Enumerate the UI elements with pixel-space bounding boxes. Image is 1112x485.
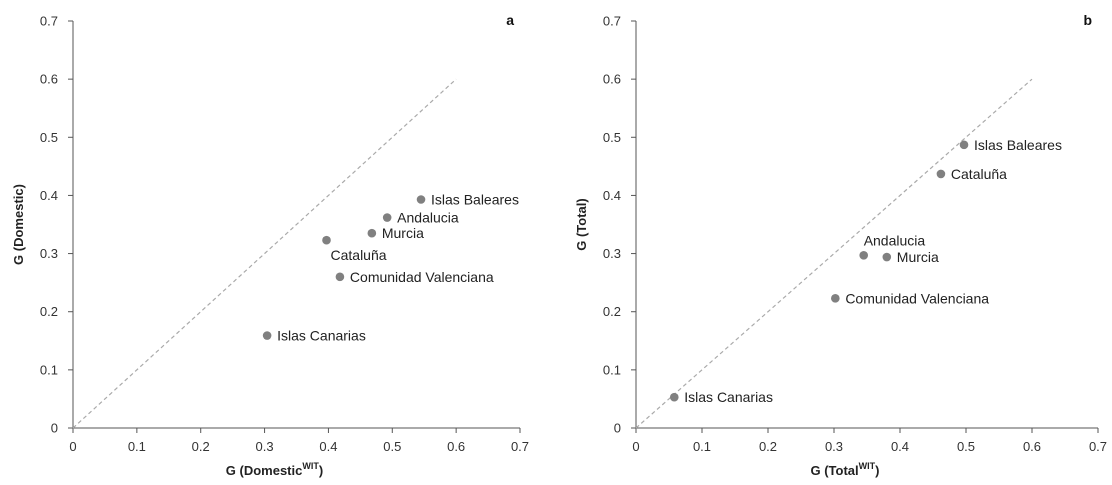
data-point-label: Murcia xyxy=(382,225,424,241)
x-tick-label: 0 xyxy=(69,439,76,454)
y-tick-label: 0.2 xyxy=(603,304,621,319)
data-point xyxy=(936,169,946,179)
y-tick-label: 0.6 xyxy=(603,72,621,87)
data-point xyxy=(367,228,377,238)
y-tick-label: 0.1 xyxy=(40,362,58,377)
y-tick-label: 0.2 xyxy=(40,304,58,319)
data-point-label: Islas Canarias xyxy=(277,328,366,344)
data-point xyxy=(322,235,331,245)
x-tick-label: 0.5 xyxy=(383,439,401,454)
x-tick-label: 0.5 xyxy=(957,439,975,454)
data-point xyxy=(382,213,392,222)
data-point xyxy=(959,140,969,150)
scatter-panel-a: 0 0.1 0.2 0.3 0.4 0.5 0.6 0.7 0 0.1 0.2 0.3 0.4 0.5 0.… xyxy=(11,12,529,478)
panel-letter: a xyxy=(506,12,514,28)
data-point-label: Comunidad Valenciana xyxy=(845,290,989,306)
reference-line xyxy=(635,78,1033,429)
data-point-label: Islas Canarias xyxy=(684,389,773,405)
data-point-label: Comunidad Valenciana xyxy=(350,269,494,285)
y-tick-label: 0.7 xyxy=(40,14,58,29)
x-tick-label: 0.7 xyxy=(511,439,529,454)
y-tick-label: 0.3 xyxy=(603,246,621,261)
panel-letter: b xyxy=(1083,12,1092,28)
x-tick-label: 0.6 xyxy=(447,439,465,454)
y-tick-label: 0.4 xyxy=(40,188,58,203)
x-tick-label: 0.3 xyxy=(825,439,843,454)
y-axis-label: G (Total) xyxy=(574,198,589,250)
data-point-label: Andalucia xyxy=(397,210,459,226)
data-point xyxy=(859,251,868,260)
y-tick-label: 0.4 xyxy=(603,188,621,203)
y-tick-label: 0 xyxy=(614,421,621,436)
data-point-label: Islas Baleares xyxy=(974,137,1062,153)
x-tick-label: 0.1 xyxy=(693,439,711,454)
y-tick-label: 0 xyxy=(51,421,58,436)
x-tick-label: 0.7 xyxy=(1089,439,1107,454)
x-tick-label: 0.3 xyxy=(256,439,274,454)
data-point-label: Cataluña xyxy=(331,247,387,263)
data-point xyxy=(262,331,272,340)
x-axis-label: G (TotalWIT) xyxy=(811,461,880,478)
x-axis-label: G (DomesticWIT) xyxy=(226,461,323,478)
y-tick-label: 0.3 xyxy=(40,246,58,261)
y-tick-label: 0.1 xyxy=(603,362,621,377)
data-point-label: Murcia xyxy=(897,249,939,265)
x-tick-label: 0 xyxy=(632,439,639,454)
reference-line xyxy=(72,78,457,429)
data-point xyxy=(669,392,679,402)
data-point xyxy=(882,252,892,262)
data-point-label: Cataluña xyxy=(951,166,1007,182)
y-tick-label: 0.5 xyxy=(40,130,58,145)
x-tick-label: 0.2 xyxy=(192,439,210,454)
data-point-label: Andalucia xyxy=(864,232,926,248)
scatter-panel-b: 0 0.1 0.2 0.3 0.4 0.5 0.6 0.7 0 0.1 0.2 0.3 0.4 0.5 0.… xyxy=(574,12,1107,478)
x-tick-label: 0.4 xyxy=(319,439,337,454)
x-tick-label: 0.6 xyxy=(1023,439,1041,454)
x-tick-label: 0.4 xyxy=(891,439,909,454)
x-tick-label: 0.1 xyxy=(128,439,146,454)
data-point xyxy=(831,294,840,303)
data-point xyxy=(335,272,345,282)
data-point-label: Islas Baleares xyxy=(431,191,519,207)
x-tick-label: 0.2 xyxy=(759,439,777,454)
y-tick-label: 0.7 xyxy=(603,14,621,29)
data-point xyxy=(416,195,426,204)
y-tick-label: 0.6 xyxy=(40,72,58,87)
y-axis-label: G (Domestic) xyxy=(11,184,26,265)
y-tick-label: 0.5 xyxy=(603,130,621,145)
